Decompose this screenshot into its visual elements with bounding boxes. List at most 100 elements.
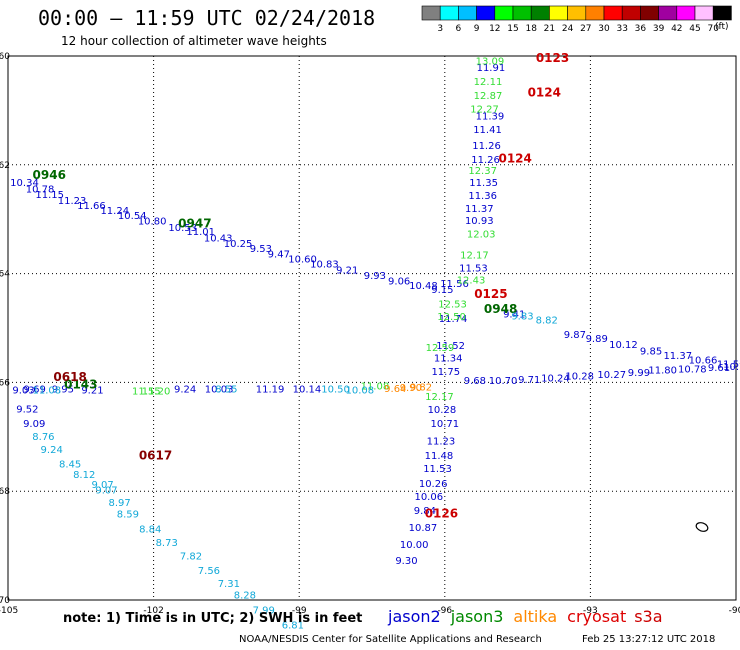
wave-height-label: 8.84 [139,525,161,536]
wave-height-label: 10.93 [465,216,494,227]
colorbar-swatch [621,5,641,21]
wave-height-label: 10.08 [346,385,375,396]
wave-height-label: 12.27 [470,105,499,116]
y-tick-label: -66 [0,378,10,388]
wave-height-label: 10.78 [678,365,707,376]
colorbar-tick-label: 70 [707,24,719,34]
wave-height-label: 12.43 [457,275,486,286]
wave-height-label: 12.11 [474,77,503,88]
wave-height-label: 9.82 [410,383,432,394]
y-tick-label: -64 [0,270,10,280]
x-tick-label: -93 [583,606,598,616]
wave-height-label: 9.03 [12,385,34,396]
wave-height-label: 10.43 [204,234,233,245]
wave-height-label: 11.08 [361,381,390,392]
wave-height-label: 7.82 [180,552,202,563]
legend-cryosat: cryosat [567,607,627,626]
colorbar-unit: (ft) [715,22,729,32]
x-tick-label: -105 [0,606,18,616]
colorbar-swatch [530,5,550,21]
wave-height-label: 10.54 [118,211,147,222]
colorbar-swatch [549,5,568,21]
colorbar-swatch [512,5,532,21]
chart-title: 00:00 – 11:59 UTC 02/24/2018 [38,6,376,30]
wave-height-label: 9.09 [23,419,45,430]
footer-note: note: 1) Time is in UTC; 2) SWH is in fe… [63,611,363,626]
island-outline [695,522,709,532]
legend-jason3: jason3 [450,607,504,626]
y-tick-label: -60 [0,52,10,62]
wave-height-label: 10.87 [409,523,438,534]
wave-height-label: 10.50 [321,385,350,396]
wave-height-label: 11.80 [648,366,677,377]
colorbar-swatch [676,5,696,21]
wave-height-label: 10.53 [168,223,197,234]
wave-height-label: 10.14 [293,385,322,396]
colorbar-swatch [694,5,714,21]
x-tick-label: -96 [437,606,452,616]
wave-height-label: 9.61 [708,363,730,374]
wave-height-label: 8.59 [117,509,139,520]
colorbar-tick-label: 24 [562,24,574,34]
colorbar-tick-label: 6 [456,24,462,34]
wave-height-label: 11.20 [142,386,171,397]
colorbar-swatch [439,5,459,21]
wave-height-label: 9.30 [395,556,417,567]
colorbar-tick-label: 21 [544,24,555,34]
wave-height-label: 8.82 [536,316,558,327]
colorbar-tick-label: 42 [671,24,682,34]
colorbar-tick-label: 3 [437,24,443,34]
wave-height-label: 9.07 [95,485,117,496]
wave-height-label: 12.37 [468,166,497,177]
wave-height-label: 11.39 [476,112,505,123]
wave-height-label: 9.24 [41,445,63,456]
wave-height-label: 9.89 [586,334,608,345]
pass-time-label: 0947 [178,216,211,230]
wave-height-label: 9.87 [564,330,586,341]
wave-height-label: 11.36 [468,191,497,202]
legend-s3a: s3a [634,607,663,626]
y-tick-label: -62 [0,161,10,171]
wave-height-label: 9.69 [24,385,46,396]
colorbar-swatch [640,5,659,21]
wave-height-label: 7.31 [218,579,240,590]
colorbar-swatch [603,5,623,21]
wave-height-label: 10.66 [689,355,718,366]
wave-height-label: 11.48 [425,451,454,462]
wave-height-label: 8.55 [215,385,237,396]
y-tick-label: -68 [0,487,10,497]
colorbar-swatch [658,5,678,21]
wave-height-label: 11.53 [423,464,452,475]
x-tick-label: -90 [729,606,740,616]
wave-height-label: 11.23 [427,436,456,447]
wave-height-label: 10.06 [414,492,443,503]
wave-height-label: 10.34 [10,178,39,189]
wave-height-label: 12.59 [426,343,455,354]
x-tick-label: -99 [292,606,307,616]
wave-height-label: 8.28 [234,590,256,601]
wave-height-label: 10.28 [428,405,457,416]
pass-time-label: 0124 [528,85,561,99]
colorbar-tick-label: 39 [653,24,665,34]
wave-height-label: 12.87 [474,91,503,102]
colorbar-swatch [494,5,514,21]
wave-height-label: 12.17 [425,392,454,403]
colorbar-tick-label: 33 [616,24,627,34]
wave-height-label: 10.83 [310,260,339,271]
plot-frame [7,55,737,601]
colorbar-swatch [458,5,477,21]
colorbar-tick-label: 27 [580,24,591,34]
pass-time-label: 0123 [536,51,569,65]
wave-height-label: 11.15 [35,190,64,201]
satellite-legend: jason2 jason3 altika cryosat s3a [388,607,663,626]
wave-height-label: 9.99 [628,368,650,379]
wave-height-label: 9.95 [52,385,74,396]
wave-height-label: 9.15 [431,285,453,296]
wave-height-label: 9.41 [503,310,525,321]
wave-height-label: 11.19 [256,385,285,396]
wave-height-label: 10.12 [609,340,638,351]
colorbar-tick-label: 9 [474,24,480,34]
wave-height-label: 11.51 [717,360,740,371]
footer-timestamp: Feb 25 13:27:12 UTC 2018 [582,634,716,645]
pass-time-label: 0125 [474,287,507,301]
